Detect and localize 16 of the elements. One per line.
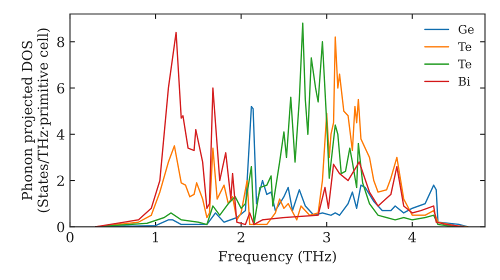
legend-label: Te (458, 42, 472, 52)
y-tick-label: 0 (57, 222, 64, 232)
y-tick-label: 2 (57, 176, 64, 186)
x-tick-label: 4 (408, 232, 416, 242)
legend-label: Bi (458, 76, 470, 86)
x-tick-label: 0 (66, 232, 74, 242)
x-tick-label: 1 (152, 232, 158, 242)
legend-label: Te (458, 60, 472, 68)
y-tick-label: 8 (57, 36, 64, 48)
legend-label: Ge (458, 24, 474, 34)
y-tick-label: 4 (56, 129, 64, 140)
x-axis-title: Frequency (THz) (218, 250, 336, 264)
x-tick-label: 2 (238, 232, 244, 242)
y-axis-title: Phonon projected DOS (States/THz·primitive cell) (22, 28, 51, 212)
x-tick-label: 3 (323, 232, 330, 242)
y-tick-label: 6 (57, 82, 64, 94)
